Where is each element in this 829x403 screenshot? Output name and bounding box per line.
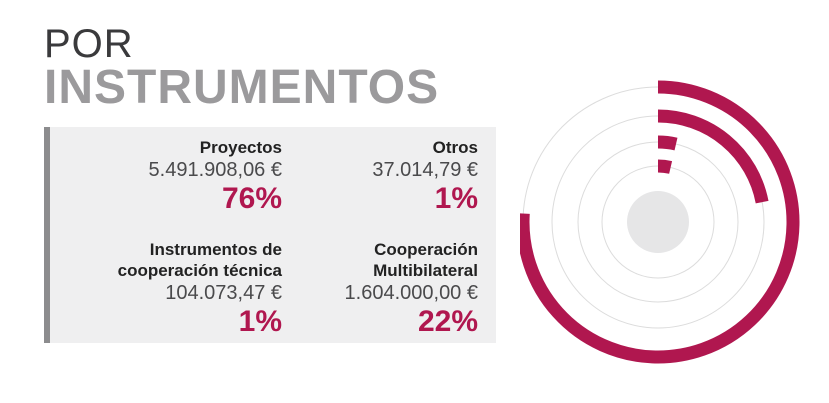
instrument-label: Proyectos [199,138,282,157]
instrument-percent: 1% [238,305,282,338]
instrument-amount: 104.073,47 € [165,282,282,304]
instrument-label-line-1: Cooperación [374,240,478,259]
instrument-amount: 37.014,79 € [372,159,478,181]
instrument-label-line-1: Instrumentos de [149,240,282,259]
instrument-proyectos: Proyectos 5.491.908,06 € 76% [92,137,282,216]
chart-bar-cooperación-multibilateral [657,109,769,204]
instrument-otros: Otros 37.014,79 € 1% [288,137,478,216]
instrument-percent: 1% [434,182,478,215]
chart-center-disc [627,191,689,253]
chart-bar-proyectos [520,80,800,364]
instrument-amount: 5.491.908,06 € [148,159,282,181]
instrument-cooperacion-tecnica: Instrumentos de cooperación técnica 104.… [92,239,282,339]
title-line-1: POR [44,22,134,66]
chart-bar-otros [657,135,678,151]
instrument-label-line-2: cooperación técnica [117,261,282,280]
radial-bar-chart [520,80,800,364]
chart-bar-instrumentos-de-cooperación-técnica [657,159,673,174]
instrument-label-line-2: Multibilateral [373,261,478,280]
instruments-panel: Proyectos 5.491.908,06 € 76% Otros 37.01… [44,127,496,343]
instrument-percent: 22% [417,305,478,338]
instrument-label: Otros [432,138,478,157]
title-line-2: INSTRUMENTOS [44,61,440,114]
instrument-percent: 76% [221,182,282,215]
instrument-amount: 1.604.000,00 € [344,282,478,304]
instrument-cooperacion-multibilateral: Cooperación Multibilateral 1.604.000,00 … [288,239,478,339]
